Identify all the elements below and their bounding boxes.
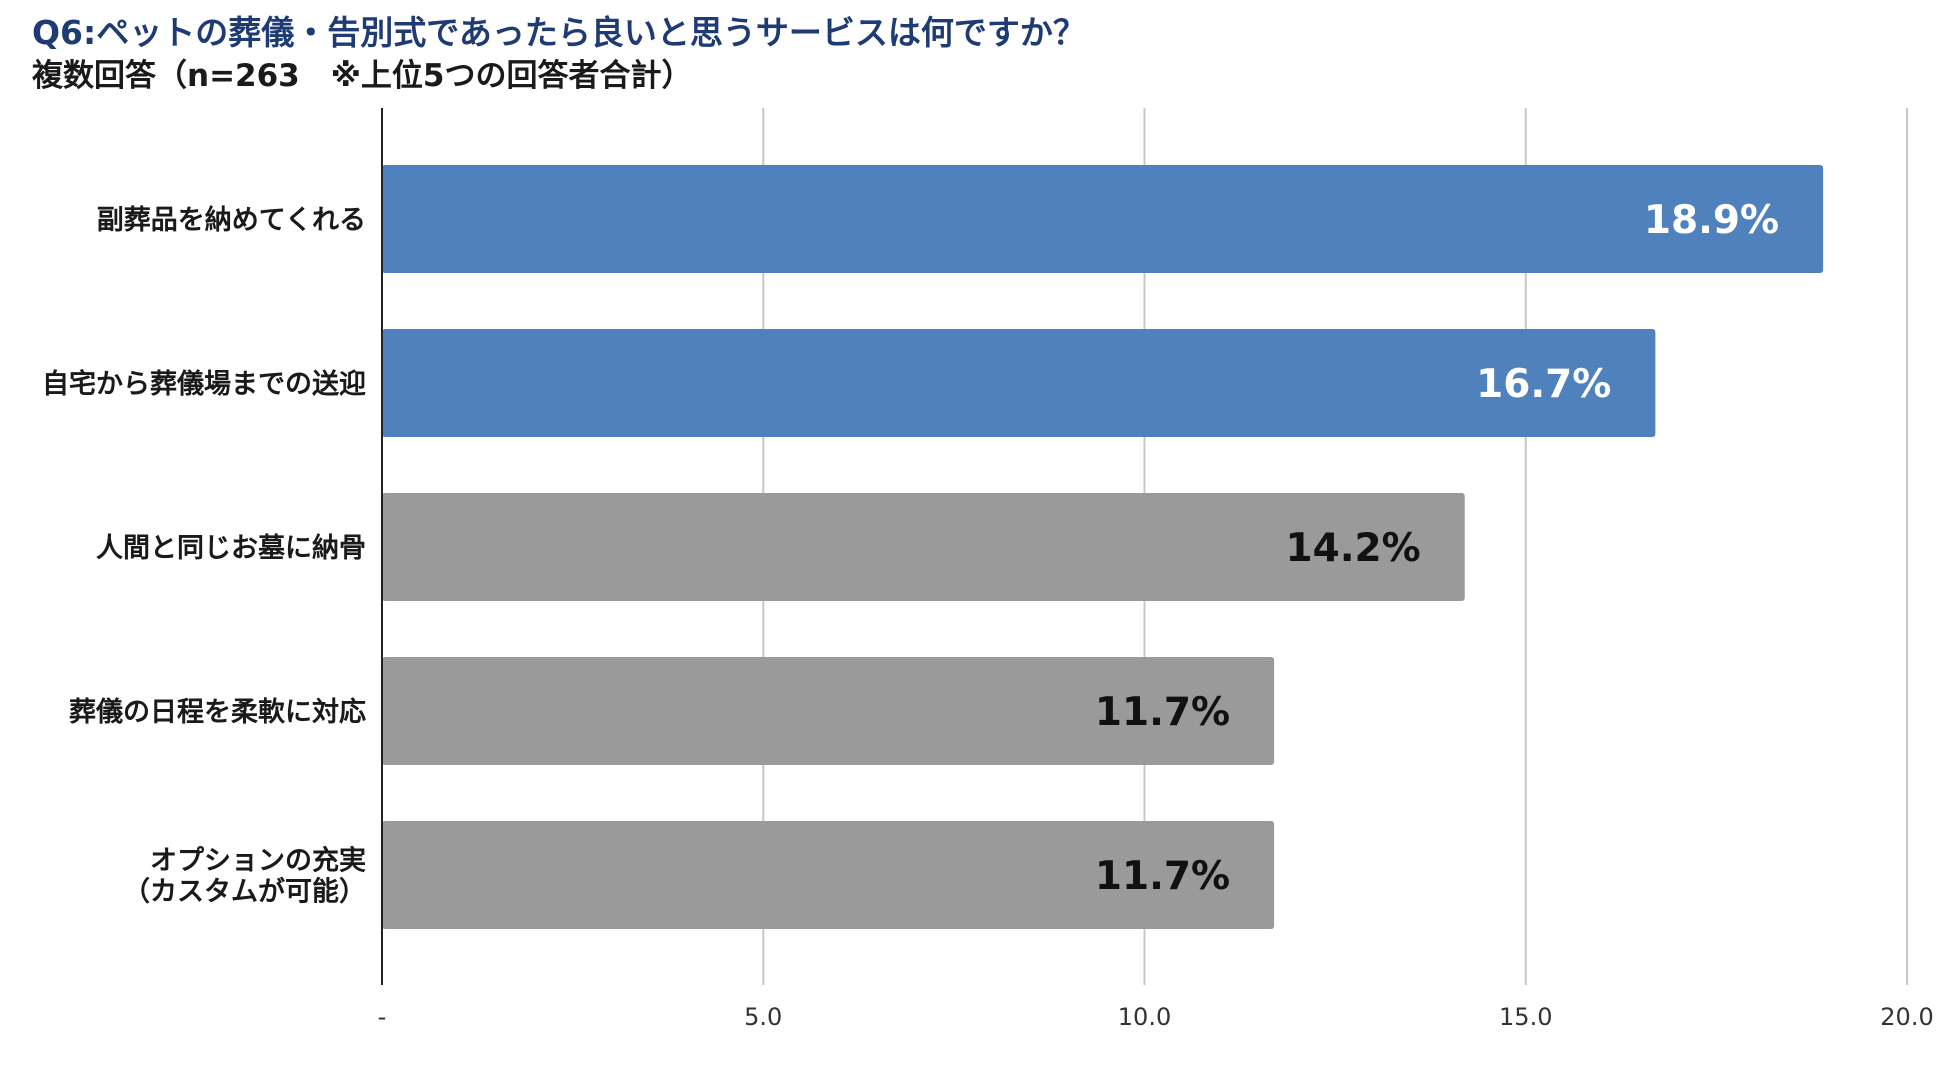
- data-label-4: 11.7%: [1095, 690, 1230, 735]
- category-label-1: 副葬品を納めてくれる: [97, 204, 366, 236]
- chart-subtitle: 複数回答（n=263 ※上位5つの回答者合計）: [32, 58, 693, 94]
- x-tick-label-4: 20.0: [1880, 1003, 1933, 1031]
- x-tick-label-3: 15.0: [1499, 1003, 1552, 1031]
- data-label-5: 11.7%: [1095, 854, 1230, 899]
- x-tick-label-2: 10.0: [1118, 1003, 1171, 1031]
- category-label-5: オプションの充実（カスタムが可能）: [123, 845, 366, 908]
- category-label-2: 自宅から葬儀場までの送迎: [42, 368, 366, 400]
- data-label-1: 18.9%: [1644, 198, 1779, 243]
- category-label-3: 人間と同じお墓に納骨: [96, 532, 366, 564]
- x-tick-label-0: -: [378, 1003, 387, 1031]
- data-label-3: 14.2%: [1285, 526, 1420, 571]
- data-label-2: 16.7%: [1476, 362, 1611, 407]
- category-label-4: 葬儀の日程を柔軟に対応: [69, 696, 366, 728]
- bar-3: [382, 493, 1465, 601]
- bar-5: [382, 821, 1275, 929]
- chart-title: Q6:ペットの葬儀・告別式であったら良いと思うサービスは何ですか？: [32, 13, 1086, 52]
- bar-4: [382, 657, 1275, 765]
- bar-1: [382, 165, 1824, 273]
- x-tick-label-1: 5.0: [744, 1003, 782, 1031]
- bar-2: [382, 329, 1656, 437]
